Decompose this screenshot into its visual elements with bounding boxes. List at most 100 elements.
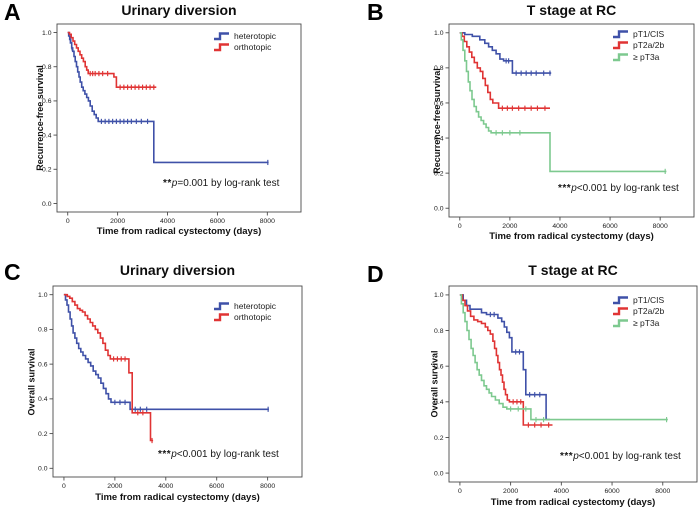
- km-plot-b: 0.0 0.2 0.4 0.6 0.8 1.0 0 2000 4000 6000 8000: [434, 23, 695, 230]
- legend-item: heterotopic: [213, 300, 276, 312]
- y-axis-label-d: Overall survival: [430, 350, 441, 418]
- svg-text:0.4: 0.4: [434, 399, 444, 406]
- svg-text:0.8: 0.8: [434, 328, 444, 335]
- km-step-icon: [612, 40, 629, 50]
- legend-item: ≥ pT3a: [612, 51, 664, 63]
- chart-title-b: T stage at RC: [526, 2, 617, 18]
- km-step-icon: [213, 31, 230, 41]
- svg-text:0.0: 0.0: [434, 470, 444, 477]
- km-step-icon: [612, 295, 629, 305]
- legend-label: orthotopic: [234, 42, 272, 52]
- svg-text:8000: 8000: [655, 488, 670, 495]
- svg-text:0.6: 0.6: [38, 361, 48, 368]
- svg-text:6000: 6000: [604, 488, 619, 495]
- svg-text:1.0: 1.0: [434, 292, 444, 299]
- svg-text:0: 0: [458, 488, 462, 495]
- pvalue-annotation-c: ***p<0.001 by log-rank test: [158, 449, 279, 460]
- svg-text:4000: 4000: [158, 483, 173, 490]
- svg-text:0.8: 0.8: [38, 327, 48, 334]
- legend-label: pT1/CIS: [633, 294, 665, 305]
- x-axis-label-c: Time from radical cystectomy (days): [95, 492, 260, 503]
- x-axis-label-a: Time from radical cystectomy (days): [96, 226, 262, 237]
- svg-text:0.4: 0.4: [38, 396, 48, 403]
- svg-text:8000: 8000: [260, 218, 275, 225]
- legend-b: pT1/CIS pT2a/2b ≥ pT3a: [612, 28, 664, 63]
- legend-label: heterotopic: [234, 30, 277, 41]
- chart-title-d: T stage at RC: [528, 262, 618, 278]
- y-axis-label-c: Overall survival: [27, 347, 38, 416]
- km-plot-c: 0.0 0.2 0.4 0.6 0.8 1.0 0 2000 4000 6000 8000: [38, 285, 303, 490]
- svg-text:0.8: 0.8: [42, 64, 52, 71]
- svg-text:0.0: 0.0: [434, 206, 444, 213]
- svg-text:0.2: 0.2: [434, 435, 444, 442]
- legend-a: heterotopic orthotopic: [213, 30, 276, 53]
- legend-d: pT1/CIS pT2a/2b ≥ pT3a: [612, 294, 664, 329]
- legend-item: heterotopic: [213, 30, 276, 42]
- panel-a: A Urinary diversion 0.0 0.2 0.4 0.6 0.8 1.0 0 2…: [0, 0, 350, 254]
- svg-text:2000: 2000: [107, 483, 122, 490]
- svg-text:2000: 2000: [502, 223, 517, 230]
- svg-text:6000: 6000: [210, 218, 225, 225]
- pvalue-annotation-d: ***p<0.001 by log-rank test: [560, 451, 681, 462]
- legend-label: pT1/CIS: [633, 28, 665, 39]
- legend-item: orthotopic: [213, 42, 276, 54]
- svg-text:0.6: 0.6: [434, 363, 444, 370]
- svg-text:4000: 4000: [552, 223, 567, 230]
- legend-item: ≥ pT3a: [612, 317, 664, 329]
- svg-text:0: 0: [458, 223, 462, 230]
- pvalue-annotation-a: **p=0.001 by log-rank test: [163, 178, 280, 189]
- legend-item: pT2a/2b: [612, 306, 664, 318]
- legend-label: orthotopic: [234, 312, 272, 322]
- legend-label: ≥ pT3a: [633, 51, 660, 62]
- y-axis-label-a: Recurrence-free survival: [35, 65, 45, 171]
- svg-text:0.4: 0.4: [42, 132, 52, 139]
- km-plot-d: 0.0 0.2 0.4 0.6 0.8 1.0 0 2000 4000 6000 8000: [434, 285, 698, 495]
- svg-text:1.0: 1.0: [42, 30, 52, 37]
- y-axis-label-b: Recurrence-free survival: [432, 67, 442, 174]
- km-step-icon: [612, 306, 629, 316]
- km-step-icon: [612, 29, 629, 39]
- x-axis-label-b: Time from radical cystectomy (days): [489, 231, 654, 242]
- legend-item: pT1/CIS: [612, 294, 664, 306]
- svg-text:0.0: 0.0: [42, 201, 52, 208]
- km-step-icon: [213, 312, 230, 322]
- km-step-icon: [612, 318, 629, 328]
- svg-text:8000: 8000: [653, 223, 668, 230]
- svg-text:0.2: 0.2: [434, 170, 444, 177]
- svg-text:0.2: 0.2: [42, 167, 52, 174]
- svg-text:1.0: 1.0: [38, 292, 48, 299]
- legend-item: orthotopic: [213, 312, 276, 324]
- svg-text:4000: 4000: [160, 218, 175, 225]
- svg-text:0.8: 0.8: [434, 65, 444, 72]
- svg-text:0: 0: [66, 218, 70, 225]
- legend-c: heterotopic orthotopic: [213, 300, 276, 323]
- svg-text:4000: 4000: [554, 488, 569, 495]
- panel-letter-a: A: [4, 0, 21, 25]
- legend-item: pT2a/2b: [612, 40, 664, 52]
- svg-text:6000: 6000: [603, 223, 618, 230]
- svg-text:0: 0: [62, 483, 66, 490]
- km-plot-a: 0.0 0.2 0.4 0.6 0.8 1.0 0 2000 4000 6000 8000: [42, 23, 302, 225]
- svg-text:0.4: 0.4: [434, 135, 444, 142]
- chart-title-c: Urinary diversion: [119, 262, 236, 278]
- km-step-icon: [213, 301, 230, 311]
- svg-text:2000: 2000: [503, 488, 518, 495]
- x-axis-label-d: Time from radical cystectomy (days): [490, 497, 656, 508]
- chart-title-a: Urinary diversion: [121, 2, 237, 18]
- panel-letter-d: D: [367, 261, 384, 287]
- panel-b: B T stage at RC 0.0 0.2 0.4 0.6 0.8 1.0 0 2000 4…: [350, 0, 700, 254]
- panel-d: D T stage at RC 0.0 0.2 0.4 0.6 0.8 1.0 0 2000 4…: [350, 254, 700, 508]
- legend-label: heterotopic: [234, 300, 277, 311]
- svg-text:8000: 8000: [260, 483, 275, 490]
- pvalue-annotation-b: ***p<0.001 by log-rank test: [558, 183, 679, 194]
- svg-text:6000: 6000: [209, 483, 224, 490]
- svg-text:0.0: 0.0: [38, 466, 48, 473]
- svg-text:2000: 2000: [110, 218, 125, 225]
- svg-text:0.2: 0.2: [38, 431, 48, 438]
- km-step-icon: [612, 52, 629, 62]
- panel-letter-c: C: [4, 259, 21, 285]
- panel-c: C Urinary diversion 0.0 0.2 0.4 0.6 0.8 1.0 0 2…: [0, 254, 350, 508]
- legend-item: pT1/CIS: [612, 28, 664, 40]
- km-step-icon: [213, 42, 230, 52]
